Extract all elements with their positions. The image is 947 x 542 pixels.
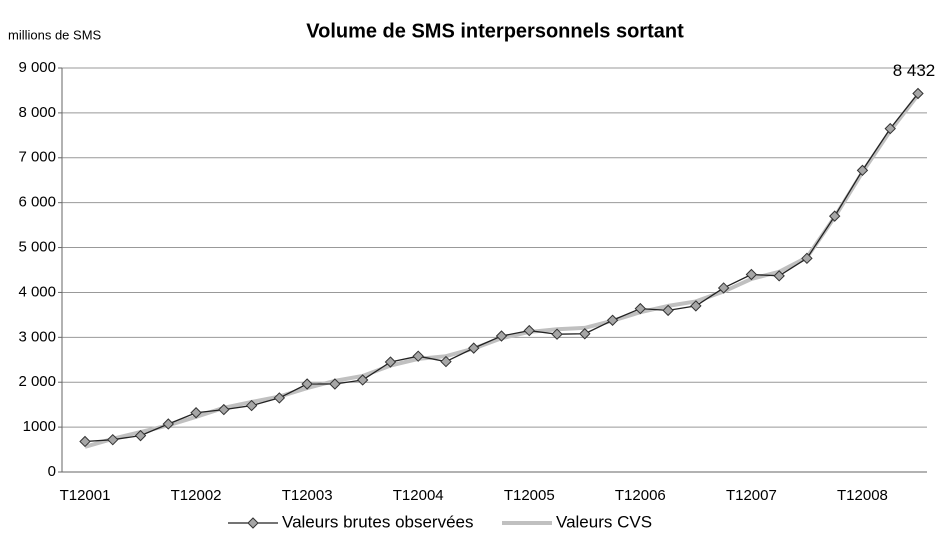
y-tick-label: 8 000 xyxy=(18,104,56,121)
x-tick-label: T12003 xyxy=(282,487,333,504)
y-tick-label: 9 000 xyxy=(18,59,56,76)
marker xyxy=(107,433,119,446)
marker xyxy=(579,328,591,340)
marker xyxy=(634,302,647,315)
marker xyxy=(912,87,924,100)
y-tick-label: 5 000 xyxy=(18,239,56,256)
marker xyxy=(745,268,758,281)
marker xyxy=(440,355,452,368)
marker xyxy=(856,164,869,177)
marker xyxy=(162,418,175,430)
marker xyxy=(495,330,508,342)
y-tick-label: 6 000 xyxy=(18,194,56,211)
y-tick-label: 1000 xyxy=(23,418,56,435)
marker xyxy=(190,407,202,419)
x-tick-label: T12001 xyxy=(60,487,111,504)
x-tick-label: T12004 xyxy=(393,487,444,504)
marker xyxy=(218,403,230,416)
y-axis-label: millions de SMS xyxy=(8,27,102,42)
x-tick-label: T12008 xyxy=(837,487,888,504)
y-tick-label: 3 000 xyxy=(18,328,56,345)
legend-marker xyxy=(247,517,259,529)
raw-line xyxy=(84,93,919,443)
cvs-line xyxy=(84,93,920,449)
y-tick-label: 4 000 xyxy=(18,283,56,300)
marker xyxy=(273,392,286,404)
marker xyxy=(884,122,896,135)
y-tick-label: 0 xyxy=(48,463,56,480)
marker xyxy=(412,350,424,362)
x-tick-label: T12007 xyxy=(726,487,777,504)
marker xyxy=(801,252,813,265)
marker xyxy=(551,328,563,340)
marker xyxy=(468,342,480,354)
marker xyxy=(356,374,369,386)
marker xyxy=(773,270,785,282)
data-label: 8 432 xyxy=(893,61,936,80)
y-tick-label: 7 000 xyxy=(18,149,56,166)
marker xyxy=(134,429,147,442)
marker xyxy=(717,282,730,294)
x-tick-label: T12005 xyxy=(504,487,555,504)
marker xyxy=(301,378,313,390)
marker xyxy=(523,324,535,337)
y-tick-label: 2 000 xyxy=(18,373,56,390)
marker xyxy=(384,356,397,368)
marker xyxy=(662,304,674,317)
marker xyxy=(828,210,841,222)
marker xyxy=(690,300,702,312)
marker xyxy=(329,378,341,390)
marker xyxy=(606,314,619,326)
legend-label: Valeurs CVS xyxy=(556,512,652,531)
legend-label: Valeurs brutes observées xyxy=(282,512,474,531)
marker xyxy=(79,435,91,448)
marker xyxy=(245,399,258,412)
x-tick-label: T12006 xyxy=(615,487,666,504)
x-tick-label: T12002 xyxy=(171,487,222,504)
chart-title: Volume de SMS interpersonnels sortant xyxy=(306,20,684,42)
